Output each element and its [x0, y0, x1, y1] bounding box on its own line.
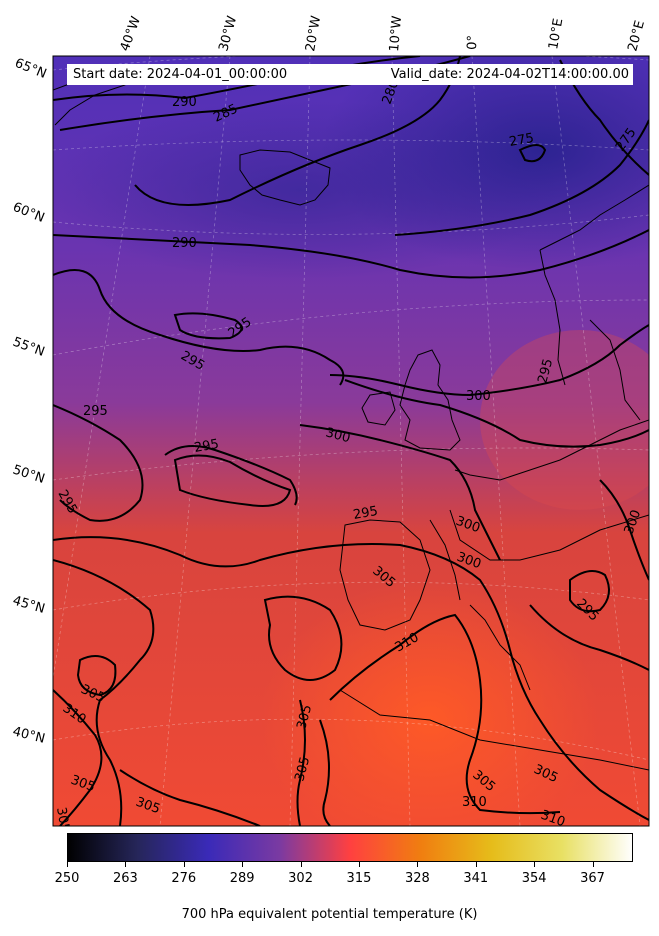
colorbar-tick-label: 250: [54, 871, 80, 886]
colorbar-tick-label: 367: [580, 871, 605, 886]
colorbar-tick-label: 263: [112, 871, 138, 886]
contour-label: 305: [53, 806, 72, 833]
colorbar-tick-label: 289: [229, 871, 255, 886]
contour-label: 295: [83, 404, 108, 419]
map-area: 290 285 280 275 275 290 295 295 295 295 …: [53, 56, 649, 833]
contour-label: 290: [172, 95, 197, 110]
colorbar-tick: [183, 862, 185, 867]
colorbar-tick-label: 341: [463, 871, 489, 886]
colorbar-tick-label: 354: [521, 871, 547, 886]
contour-label: 305: [292, 755, 313, 783]
colorbar: [67, 833, 633, 862]
map-frame: [52, 55, 650, 827]
longitude-labels: 40°W 30°W 20°W 10°W 0° 10°E 20°E: [118, 14, 648, 53]
contour-label: 295: [535, 357, 556, 385]
colorbar-title: 700 hPa equivalent potential temperature…: [181, 907, 478, 922]
colorbar-tick-label: 328: [404, 871, 430, 886]
colorbar-gradient: [67, 833, 633, 862]
lat-label-60n: 60°N: [11, 200, 47, 226]
contour-label: 295: [352, 504, 379, 523]
lat-label-55n: 55°N: [11, 335, 47, 360]
colorbar-tick: [534, 862, 536, 867]
lon-label-30w: 30°W: [216, 14, 240, 53]
start-date-label: Start date: 2024-04-01_00:00:00: [73, 67, 288, 82]
colorbar-tick: [125, 862, 127, 867]
valid-date-label: Valid_date: 2024-04-02T14:00:00.00: [390, 67, 629, 82]
lat-label-45n: 45°N: [11, 593, 47, 616]
colorbar-tick: [417, 862, 419, 867]
lon-label-40w: 40°W: [118, 14, 144, 53]
lon-label-20e: 20°E: [625, 19, 648, 53]
colorbar-tick: [67, 862, 68, 867]
contour-label: 275: [508, 131, 535, 150]
colorbar-tick: [475, 862, 477, 867]
latitude-labels: 65°N 60°N 55°N 50°N 45°N 40°N: [11, 56, 49, 747]
contour-label: 305: [294, 703, 315, 731]
lat-label-50n: 50°N: [11, 463, 47, 487]
lon-label-20w: 20°W: [303, 15, 324, 53]
lon-label-10e: 10°E: [546, 17, 566, 50]
contour-label: 290: [172, 236, 197, 251]
lat-label-65n: 65°N: [13, 56, 49, 82]
colorbar-tick: [300, 862, 302, 867]
contour-label: 310: [462, 795, 487, 810]
contour-label: 300: [324, 425, 352, 446]
contour-labels: 290 285 280 275 275 290 295 295 295 295 …: [53, 78, 644, 833]
contour-lines: [53, 56, 649, 826]
colorbar-tick-label: 276: [171, 871, 197, 886]
colorbar-tick-label: 302: [288, 871, 313, 886]
lat-label-40n: 40°N: [11, 724, 46, 746]
lon-label-0: 0°: [465, 35, 481, 50]
colorbar-tick: [592, 862, 594, 867]
contour-label: 300: [466, 389, 491, 404]
contour-label: 295: [193, 437, 220, 456]
colorbar-tick-label: 315: [346, 871, 372, 886]
colorbar-tick: [242, 862, 244, 867]
colorbar-tick: [358, 862, 360, 867]
lon-label-10w: 10°W: [387, 15, 405, 52]
info-header: Start date: 2024-04-01_00:00:00 Valid_da…: [67, 64, 633, 85]
